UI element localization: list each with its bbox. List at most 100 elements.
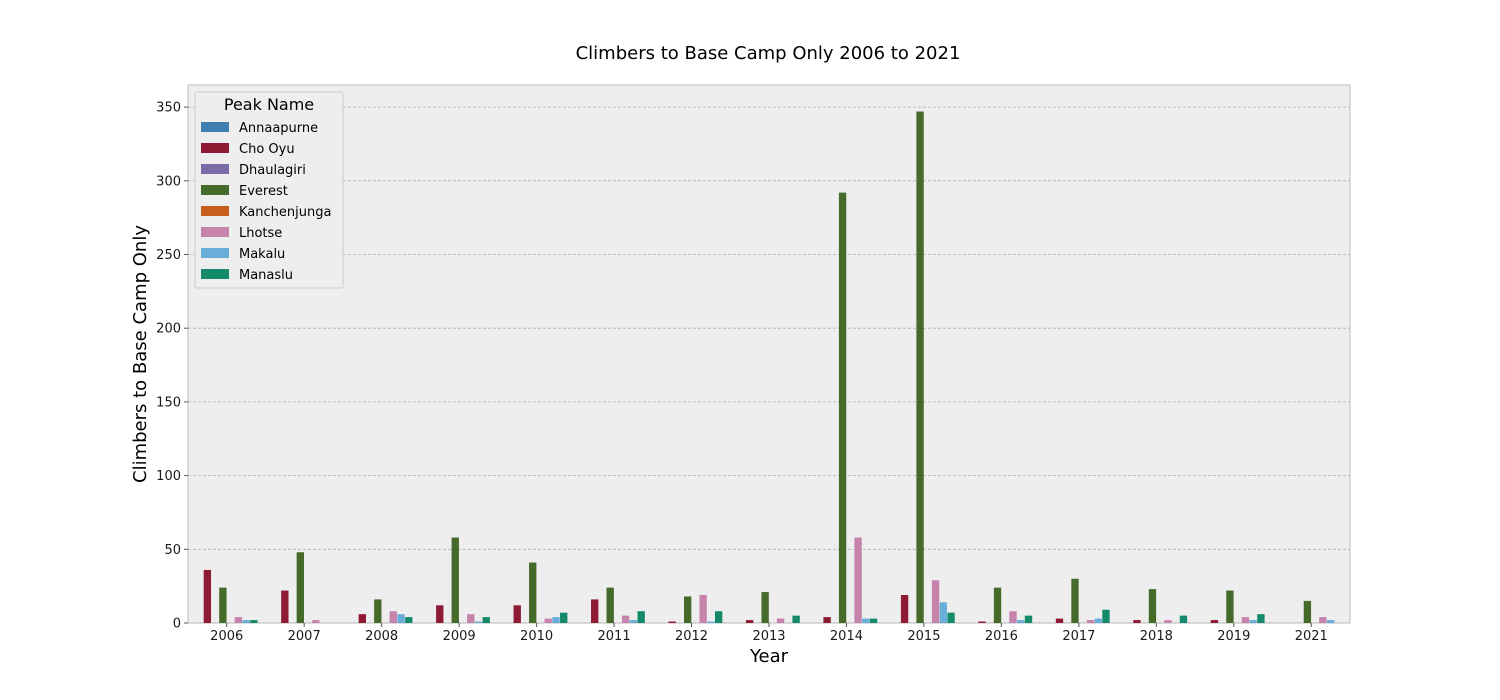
bar-2013-lhotse <box>776 618 785 623</box>
x-axis-ticks: 2006 2007 2008 2009 2010 2011 2012 2013 2014 2015… <box>210 623 1328 644</box>
bar-2013-manaslu <box>792 615 800 623</box>
bars <box>203 111 1335 623</box>
bar-2017-everest <box>1071 578 1079 623</box>
bar-2010-everest <box>529 562 537 623</box>
x-tick-label: 2007 <box>288 629 321 644</box>
bar-2006-cho-oyu <box>203 569 212 623</box>
bar-2017-cho-oyu <box>1055 618 1064 623</box>
legend-label-annaapurne: Annaapurne <box>239 121 318 136</box>
x-tick-label: 2011 <box>598 629 631 644</box>
bar-2007-lhotse <box>312 620 320 623</box>
bar-2011-lhotse <box>622 615 630 623</box>
legend-label-cho-oyu: Cho Oyu <box>239 142 295 157</box>
legend-label-makalu: Makalu <box>239 247 285 262</box>
bar-2011-makalu <box>629 620 638 623</box>
x-tick-label: 2009 <box>443 629 476 644</box>
bar-2019-cho-oyu <box>1210 620 1219 623</box>
bar-2016-manaslu <box>1024 615 1033 623</box>
bar-2016-everest <box>993 587 1002 623</box>
bar-2015-everest <box>916 111 924 623</box>
bar-2007-cho-oyu <box>281 590 289 623</box>
legend-box <box>194 91 344 289</box>
legend-swatch-lhotse <box>201 227 229 237</box>
bar-2008-manaslu <box>405 617 413 623</box>
bar-2012-lhotse <box>699 594 707 623</box>
bar-2012-cho-oyu <box>668 621 676 623</box>
y-tick-label: 0 <box>173 617 181 632</box>
bar-2014-manaslu <box>869 618 878 623</box>
bar-2010-manaslu <box>560 612 568 623</box>
bar-2015-lhotse <box>931 580 940 623</box>
legend-swatch-everest <box>201 185 229 195</box>
bar-2017-manaslu <box>1102 609 1110 623</box>
legend-label-lhotse: Lhotse <box>239 226 282 241</box>
y-tick-label: 350 <box>156 101 181 116</box>
y-tick-label: 250 <box>156 248 181 263</box>
bar-2019-everest <box>1226 590 1234 623</box>
bar-2012-everest <box>683 596 692 623</box>
y-tick-label: 300 <box>156 174 181 189</box>
x-tick-label: 2021 <box>1295 629 1328 644</box>
bar-2009-everest <box>451 537 459 623</box>
y-tick-label: 150 <box>156 395 181 410</box>
legend-label-kanchenjunga: Kanchenjunga <box>239 205 331 220</box>
bar-2015-cho-oyu <box>900 594 909 623</box>
bar-2019-makalu <box>1249 620 1257 623</box>
bar-2016-cho-oyu <box>978 621 986 623</box>
bar-2018-cho-oyu <box>1133 620 1141 623</box>
y-tick-label: 100 <box>156 469 181 484</box>
bar-2006-lhotse <box>234 617 243 623</box>
bar-2009-lhotse <box>467 614 475 623</box>
bar-2015-makalu <box>939 602 947 623</box>
x-tick-label: 2015 <box>907 629 940 644</box>
bar-2015-manaslu <box>947 612 955 623</box>
bar-2021-lhotse <box>1319 617 1327 623</box>
bar-2014-lhotse <box>854 537 862 623</box>
bar-2021-makalu <box>1326 620 1335 623</box>
bar-2009-cho-oyu <box>436 605 444 623</box>
bar-2012-makalu <box>707 621 715 623</box>
bar-2012-manaslu <box>714 611 723 623</box>
bar-2018-everest <box>1148 589 1157 623</box>
legend-label-dhaulagiri: Dhaulagiri <box>239 163 306 178</box>
legend-swatch-dhaulagiri <box>201 164 229 174</box>
bar-2011-everest <box>606 587 614 623</box>
x-tick-label: 2018 <box>1140 629 1173 644</box>
x-tick-label: 2014 <box>830 629 863 644</box>
x-tick-label: 2006 <box>210 629 243 644</box>
bar-2008-everest <box>374 599 382 623</box>
legend-swatch-cho-oyu <box>201 143 229 153</box>
bar-2009-makalu <box>474 621 483 623</box>
legend-label-everest: Everest <box>239 184 288 199</box>
bar-2008-makalu <box>397 614 405 623</box>
bar-2011-cho-oyu <box>591 599 599 623</box>
bar-2013-cho-oyu <box>745 620 754 623</box>
bar-2008-cho-oyu <box>358 614 366 623</box>
legend: Peak Name Annaapurne Cho Oyu Dhaulagiri Eve… <box>194 91 344 289</box>
bar-2016-makalu <box>1017 620 1025 623</box>
bar-2010-cho-oyu <box>513 605 521 623</box>
legend-label-manaslu: Manaslu <box>239 268 293 283</box>
y-tick-label: 50 <box>164 543 181 558</box>
bar-2011-manaslu <box>637 611 645 623</box>
bar-2010-makalu <box>552 617 560 623</box>
bar-2008-lhotse <box>389 611 397 623</box>
bar-2017-lhotse <box>1086 620 1095 623</box>
bar-2014-cho-oyu <box>823 617 831 623</box>
bar-2019-manaslu <box>1257 614 1265 623</box>
bar-2017-makalu <box>1094 618 1102 623</box>
x-tick-label: 2016 <box>985 629 1018 644</box>
bar-2010-lhotse <box>544 618 552 623</box>
x-tick-label: 2013 <box>752 629 785 644</box>
x-tick-label: 2012 <box>675 629 708 644</box>
plot-area <box>187 84 1351 624</box>
bar-2006-makalu <box>242 620 250 623</box>
x-tick-label: 2017 <box>1062 629 1095 644</box>
x-tick-label: 2008 <box>365 629 398 644</box>
bar-2018-manaslu <box>1179 615 1188 623</box>
legend-swatch-manaslu <box>201 269 229 279</box>
bar-2016-lhotse <box>1009 611 1017 623</box>
bar-2013-everest <box>761 592 769 623</box>
y-tick-label: 200 <box>156 322 181 337</box>
